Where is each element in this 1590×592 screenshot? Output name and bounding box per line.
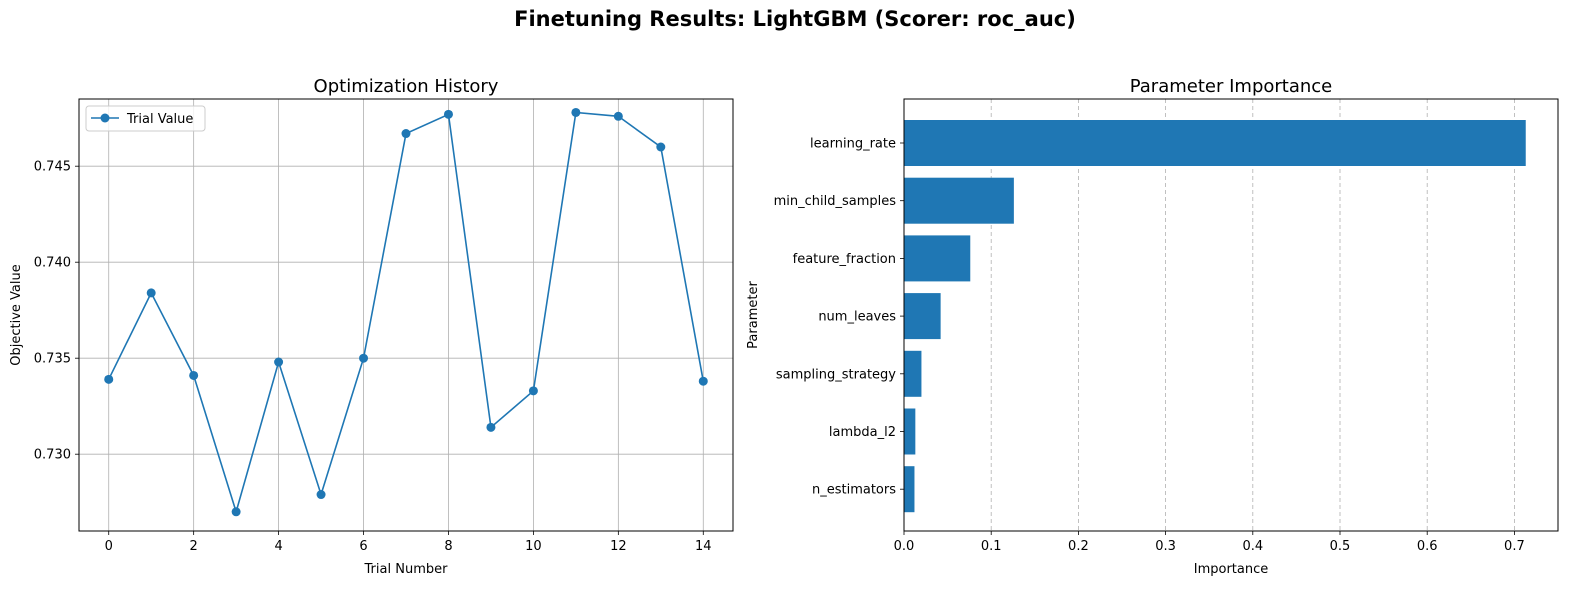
legend-box [85,105,206,132]
x-axis-label: Trial Number [364,562,449,577]
importance-bars [904,120,1526,513]
data-point [104,374,114,384]
plot-frame [78,98,734,532]
bar-min-child-samples [904,177,1014,224]
legend-label-trial-value: Trial Value [126,112,193,127]
data-point [698,376,708,386]
y-tick-label: 0.740 [34,256,71,271]
x-tick-label: 0.6 [1417,539,1438,554]
x-tick-label: 0.4 [1242,539,1263,554]
bar-num-leaves [904,293,941,340]
bar-n-estimators [904,466,915,513]
y-tick-label: sampling_strategy [776,367,896,382]
grid-lines [990,99,1515,531]
plot-frame [903,98,1559,532]
bar-learning-rate [904,120,1526,166]
x-tick-label: 8 [444,539,452,554]
data-point [231,507,241,517]
y-axis-label: Objective Value [9,264,24,365]
bar-sampling-strategy [904,350,922,397]
grid-lines [79,99,733,531]
data-point [359,353,369,363]
data-point [274,357,284,367]
x-tick-label: 0.1 [981,539,1002,554]
series-line [108,111,705,515]
x-tick-label: 12 [610,539,627,554]
x-tick-label: 0 [105,539,113,554]
legend-marker-swatch [100,113,110,123]
bar-feature-fraction [904,235,971,282]
data-point [613,111,623,121]
optimization-history-chart: 0 2 4 6 8 10 12 14 0.730 0.735 0.740 0.745 Optimiza… [9,76,734,577]
y-tick-label: n_estimators [812,483,896,498]
data-point [189,370,199,380]
y-tick-label: min_child_samples [774,194,897,209]
y-tick-label: 0.745 [34,160,71,175]
parameter-importance-chart: 0.0 0.1 0.2 0.3 0.4 0.5 0.6 0.7 learning_ratemin… [746,76,1559,577]
y-tick-label: lambda_l2 [829,425,896,440]
data-point [571,107,581,117]
x-tick-label: 0.2 [1068,539,1089,554]
x-tick-label: 0.5 [1330,539,1351,554]
chart-title: Parameter Importance [1130,76,1333,97]
data-point [146,288,156,298]
x-tick-label: 10 [525,539,542,554]
x-tick-label: 4 [274,539,282,554]
data-point [443,109,453,119]
axis-ticks: 0.0 0.1 0.2 0.3 0.4 0.5 0.6 0.7 learning_ratemin… [774,137,1525,555]
y-tick-label: 0.730 [34,448,71,463]
y-axis-label: Parameter [746,281,761,349]
y-tick-label: feature_fraction [793,252,896,267]
data-point [528,386,538,396]
bar-lambda-l2 [904,408,916,455]
y-tick-label: num_leaves [818,310,896,325]
data-point [656,142,666,152]
x-tick-label: 2 [190,539,198,554]
x-tick-label: 6 [359,539,367,554]
legend: Trial Value [85,105,206,132]
axis-ticks: 0 2 4 6 8 10 12 14 0.730 0.735 0.740 0.745 [34,160,712,554]
x-tick-label: 0.7 [1504,539,1525,554]
data-point [486,422,496,432]
x-tick-label: 0.3 [1155,539,1176,554]
chart-title: Optimization History [314,76,499,97]
data-point [401,129,411,139]
data-point [316,490,326,500]
y-tick-label: learning_rate [810,137,896,152]
x-tick-label: 14 [695,539,712,554]
figure-title: Finetuning Results: LightGBM (Scorer: ro… [514,7,1076,31]
series-trial-value [104,107,708,517]
x-axis-label: Importance [1194,562,1269,577]
x-tick-label: 0.0 [894,539,915,554]
y-tick-label: 0.735 [34,352,71,367]
